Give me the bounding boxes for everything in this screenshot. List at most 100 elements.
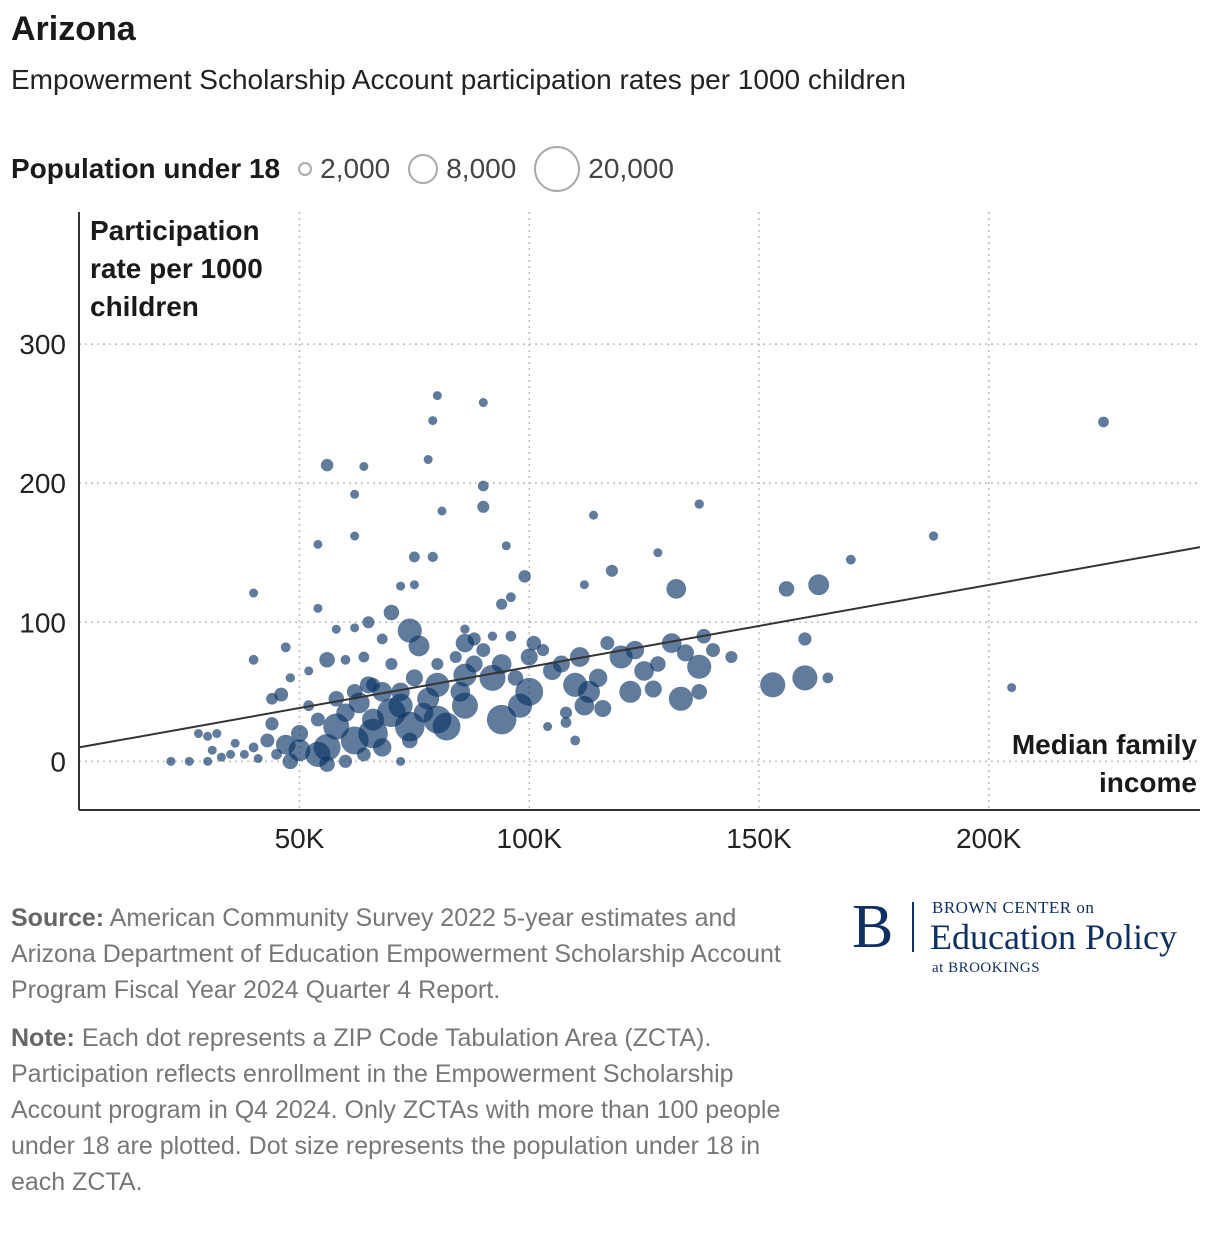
x-tick-labels: 50K 100K 150K 200K bbox=[275, 823, 1022, 854]
data-point bbox=[423, 455, 433, 465]
data-point bbox=[822, 672, 834, 684]
data-point bbox=[313, 603, 323, 613]
data-point bbox=[437, 506, 447, 516]
legend-item-large: 20,000 bbox=[534, 146, 674, 192]
data-point bbox=[478, 398, 488, 408]
data-point bbox=[340, 726, 369, 755]
data-point bbox=[249, 588, 259, 598]
data-point bbox=[574, 695, 595, 716]
data-point bbox=[350, 489, 360, 499]
legend-label-small: 2,000 bbox=[320, 153, 391, 184]
data-point bbox=[808, 574, 830, 596]
data-point bbox=[385, 657, 398, 671]
data-point bbox=[350, 531, 360, 541]
data-point bbox=[280, 642, 291, 653]
data-point bbox=[928, 531, 939, 541]
data-point bbox=[359, 461, 369, 471]
data-point bbox=[230, 738, 240, 748]
legend-item-small: 2,000 bbox=[298, 153, 390, 185]
data-point bbox=[304, 666, 314, 676]
data-point bbox=[265, 717, 279, 731]
data-point bbox=[239, 749, 249, 759]
source-label: Source: bbox=[11, 904, 105, 932]
chart-subtitle: Empowerment Scholarship Account particip… bbox=[11, 64, 906, 95]
data-point bbox=[687, 654, 712, 679]
data-point bbox=[207, 745, 217, 755]
data-point bbox=[518, 570, 531, 583]
data-point bbox=[792, 665, 818, 691]
data-point bbox=[619, 680, 642, 703]
source-note: Source: American Community Survey 2022 5… bbox=[11, 900, 821, 1008]
data-point bbox=[725, 650, 738, 664]
data-point bbox=[358, 651, 370, 663]
data-point bbox=[432, 391, 442, 401]
data-point bbox=[650, 656, 666, 672]
x-tick-label: 200K bbox=[956, 823, 1022, 854]
data-point bbox=[760, 672, 786, 698]
data-point bbox=[248, 654, 259, 665]
data-point bbox=[486, 704, 517, 735]
source-text: American Community Survey 2022 5-year es… bbox=[11, 904, 781, 1004]
x-tick-label: 100K bbox=[497, 823, 563, 854]
data-point bbox=[653, 548, 663, 558]
data-point bbox=[552, 655, 570, 673]
data-point bbox=[487, 631, 498, 641]
x-axis-title-line2: income bbox=[1099, 767, 1197, 798]
data-point bbox=[338, 754, 353, 768]
data-point bbox=[203, 731, 213, 741]
data-point bbox=[291, 724, 309, 743]
data-point bbox=[467, 632, 481, 646]
data-point bbox=[405, 669, 423, 687]
legend-label-large: 20,000 bbox=[588, 153, 674, 184]
data-point bbox=[366, 677, 380, 692]
data-point bbox=[285, 673, 296, 683]
data-point bbox=[388, 693, 413, 718]
data-point bbox=[1098, 416, 1109, 428]
data-point bbox=[589, 510, 599, 520]
data-point bbox=[362, 616, 375, 629]
logo-line2: Education Policy bbox=[930, 917, 1177, 957]
y-axis-title-line1: Participation bbox=[90, 215, 260, 246]
data-point bbox=[346, 684, 363, 700]
data-point bbox=[605, 564, 618, 577]
logo-letter: B bbox=[852, 893, 894, 961]
data-point bbox=[507, 693, 533, 718]
data-point bbox=[496, 598, 508, 610]
data-point bbox=[166, 756, 176, 766]
data-point bbox=[184, 756, 194, 766]
data-point bbox=[336, 703, 355, 722]
legend-title: Population under 18 bbox=[11, 153, 281, 184]
data-point bbox=[432, 712, 461, 741]
data-point bbox=[449, 650, 462, 664]
data-point bbox=[271, 748, 282, 760]
data-point bbox=[320, 458, 334, 472]
note-label: Note: bbox=[11, 1024, 75, 1052]
y-tick-label: 0 bbox=[50, 746, 66, 777]
method-note: Note: Each dot represents a ZIP Code Tab… bbox=[11, 1020, 821, 1200]
data-point bbox=[559, 706, 573, 719]
y-axis-title-line2: rate per 1000 bbox=[90, 253, 263, 284]
data-points bbox=[166, 391, 1109, 772]
data-point bbox=[676, 644, 694, 662]
data-point bbox=[427, 551, 438, 563]
data-point bbox=[570, 735, 581, 746]
data-point bbox=[408, 635, 430, 657]
logo-divider bbox=[912, 902, 914, 952]
data-point bbox=[450, 681, 471, 702]
data-point bbox=[328, 690, 345, 707]
logo-line3: at BROOKINGS bbox=[932, 960, 1041, 976]
data-point bbox=[266, 692, 278, 705]
data-point bbox=[408, 551, 420, 563]
data-point bbox=[465, 655, 483, 673]
data-point bbox=[668, 686, 693, 711]
data-point bbox=[501, 541, 511, 551]
x-axis-title-line1: Median family bbox=[1012, 729, 1198, 760]
data-point bbox=[409, 580, 419, 590]
data-point bbox=[391, 682, 410, 701]
legend-label-medium: 8,000 bbox=[446, 153, 517, 184]
trend-line bbox=[78, 546, 1201, 749]
data-point bbox=[476, 643, 491, 658]
data-point bbox=[376, 633, 388, 645]
data-point bbox=[507, 670, 524, 686]
data-point bbox=[600, 636, 615, 651]
